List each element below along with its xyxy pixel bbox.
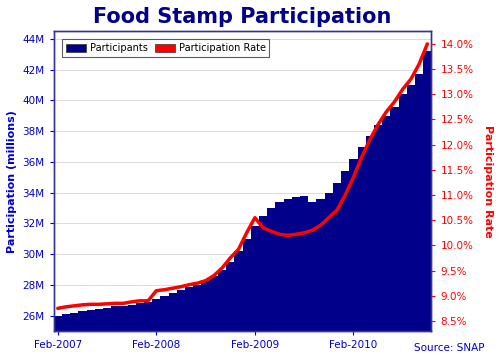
Bar bbox=[276, 202, 283, 357]
Bar bbox=[128, 305, 136, 357]
Bar bbox=[152, 299, 160, 357]
Title: Food Stamp Participation: Food Stamp Participation bbox=[94, 7, 392, 27]
Bar bbox=[251, 226, 259, 357]
Bar bbox=[415, 74, 423, 357]
Bar bbox=[226, 262, 234, 357]
Bar bbox=[358, 147, 366, 357]
Bar bbox=[267, 208, 276, 357]
Bar bbox=[308, 202, 316, 357]
Bar bbox=[168, 293, 177, 357]
Bar bbox=[292, 197, 300, 357]
Bar bbox=[259, 216, 267, 357]
Bar bbox=[284, 199, 292, 357]
Bar bbox=[324, 193, 333, 357]
Bar bbox=[185, 287, 194, 357]
Text: Source: SNAP: Source: SNAP bbox=[414, 343, 485, 353]
Bar bbox=[218, 270, 226, 357]
Bar bbox=[86, 310, 94, 357]
Bar bbox=[407, 85, 415, 357]
Bar bbox=[316, 199, 324, 357]
Bar bbox=[374, 125, 382, 357]
Bar bbox=[120, 306, 128, 357]
Bar bbox=[382, 116, 390, 357]
Bar bbox=[62, 314, 70, 357]
Bar bbox=[333, 183, 341, 357]
Bar bbox=[341, 171, 349, 357]
Y-axis label: Participation (millions): Participation (millions) bbox=[7, 110, 17, 253]
Bar bbox=[111, 306, 120, 357]
Bar bbox=[366, 136, 374, 357]
Bar bbox=[234, 251, 242, 357]
Bar bbox=[202, 280, 209, 357]
Legend: Participants, Participation Rate: Participants, Participation Rate bbox=[62, 39, 270, 57]
Bar bbox=[94, 309, 103, 357]
Bar bbox=[54, 316, 62, 357]
Bar bbox=[144, 302, 152, 357]
Bar bbox=[398, 94, 407, 357]
Bar bbox=[194, 285, 202, 357]
Bar bbox=[423, 51, 432, 357]
Bar bbox=[103, 308, 111, 357]
Bar bbox=[350, 159, 358, 357]
Bar bbox=[210, 276, 218, 357]
Bar bbox=[78, 311, 86, 357]
Y-axis label: Participation Rate: Participation Rate bbox=[483, 125, 493, 237]
Bar bbox=[390, 107, 398, 357]
Bar bbox=[136, 303, 144, 357]
Bar bbox=[177, 290, 185, 357]
Bar bbox=[70, 313, 78, 357]
Bar bbox=[300, 196, 308, 357]
Bar bbox=[160, 296, 168, 357]
Bar bbox=[242, 239, 251, 357]
